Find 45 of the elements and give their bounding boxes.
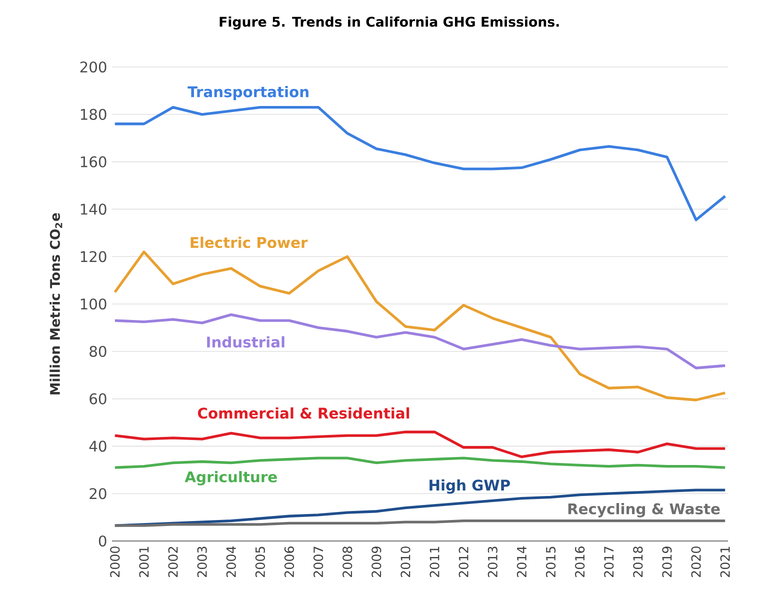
y-tick-label: 20 — [90, 488, 106, 500]
series-label: Recycling & Waste — [568, 503, 720, 518]
y-tick-label: 40 — [89, 440, 106, 452]
series-label: Industrial — [207, 336, 284, 348]
y-axis-title: Million Metric Tons CO$_{2}$e — [50, 213, 62, 394]
series-label: Transportation — [188, 86, 308, 100]
x-tick-label: 2015 — [546, 546, 556, 578]
x-tick-label: 2010 — [400, 546, 410, 578]
series-label: High GWP — [430, 479, 510, 494]
x-tick-label: 2012 — [458, 546, 468, 578]
x-tick-label: 2005 — [255, 546, 265, 578]
y-tick-label: 120 — [80, 251, 106, 262]
x-tick-label: 2011 — [430, 546, 440, 578]
series-label: Electric Power — [190, 236, 308, 248]
x-tick-label: 2004 — [226, 546, 236, 578]
y-tick-label: 80 — [90, 346, 106, 357]
y-tick-label: 200 — [80, 61, 106, 73]
line-series — [114, 250, 726, 402]
x-tick-label: 2006 — [284, 546, 294, 578]
x-tick-label: 2000 — [110, 546, 120, 578]
series-label: Agriculture — [184, 471, 277, 486]
x-tick-label: 2017 — [604, 546, 614, 578]
x-tick-label: 2001 — [139, 546, 149, 578]
x-tick-label: 2008 — [342, 546, 352, 578]
x-tick-label: 2020 — [691, 546, 701, 578]
series-label: Commercial & Residential — [198, 407, 410, 419]
x-tick-label: 2013 — [488, 546, 498, 578]
line-series — [114, 456, 726, 469]
x-tick-label: 2007 — [314, 546, 324, 578]
y-tick-label: 0 — [98, 535, 106, 547]
x-tick-label: 2016 — [575, 546, 585, 578]
x-tick-label: 2021 — [720, 546, 730, 578]
x-tick-label: 2019 — [662, 546, 672, 578]
x-tick-label: 2009 — [372, 546, 382, 578]
x-tick-label: 2003 — [197, 546, 207, 578]
y-tick-label: 180 — [80, 108, 106, 120]
x-tick-label: 2018 — [633, 546, 643, 578]
y-tick-label: 160 — [80, 156, 106, 168]
chart-title: Figure 5. Trends in California GHG Emissions. — [220, 16, 559, 30]
x-tick-label: 2014 — [516, 546, 526, 578]
y-tick-label: 140 — [80, 204, 106, 215]
line-series — [114, 430, 726, 458]
x-tick-label: 2002 — [168, 546, 178, 578]
y-tick-label: 60 — [90, 393, 106, 404]
y-tick-label: 100 — [80, 298, 106, 310]
